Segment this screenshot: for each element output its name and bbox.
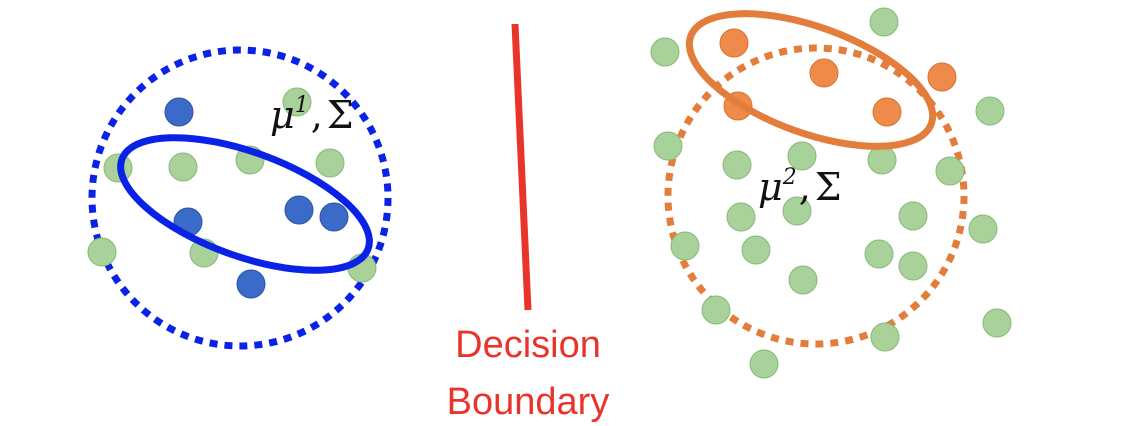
class-2-point <box>872 97 902 127</box>
mean-symbol: μ <box>270 93 295 137</box>
unlabeled-point <box>898 251 928 281</box>
mean-index: 2 <box>782 165 797 190</box>
unlabeled-point <box>722 150 752 180</box>
class-1-point <box>319 202 349 232</box>
covariance-symbol: Σ <box>815 165 842 209</box>
unlabeled-point <box>975 96 1005 126</box>
mean-index: 1 <box>295 93 309 118</box>
unlabeled-point <box>787 141 817 171</box>
unlabeled-point <box>867 145 897 175</box>
unlabeled-point <box>741 235 771 265</box>
unlabeled-point <box>282 87 312 117</box>
cluster-2-parameter-label: μ2, Σ <box>758 165 842 209</box>
decision-boundary: Decision Boundary <box>447 23 610 423</box>
class-1-point <box>236 269 266 299</box>
unlabeled-point <box>168 152 198 182</box>
unlabeled-point <box>653 131 683 161</box>
unlabeled-point <box>935 156 965 186</box>
unlabeled-point <box>788 265 818 295</box>
cluster-2-covariance-ellipse <box>685 10 937 150</box>
class-1-point <box>164 97 194 127</box>
unlabeled-point <box>870 322 900 352</box>
class-2-point <box>809 58 839 88</box>
class-1-point <box>284 195 314 225</box>
unlabeled-point <box>869 7 899 37</box>
unlabeled-point <box>749 349 779 379</box>
unlabeled-point <box>864 239 894 269</box>
unlabeled-point <box>968 214 998 244</box>
unlabeled-point <box>898 201 928 231</box>
cluster-1-covariance-ellipse <box>117 134 373 274</box>
cluster-2: μ2, Σ <box>650 7 1012 379</box>
unlabeled-point <box>315 148 345 178</box>
separator: , <box>799 165 811 209</box>
class-2-point <box>927 62 957 92</box>
unlabeled-point <box>670 231 700 261</box>
class-2-point <box>719 28 749 58</box>
mean-symbol: μ <box>758 165 783 209</box>
unlabeled-point <box>782 196 812 226</box>
decision-boundary-label-line-2: Boundary <box>447 381 610 423</box>
unlabeled-point <box>87 237 117 267</box>
cluster-1-parameter-label: μ1, Σ <box>270 93 354 137</box>
unlabeled-point <box>726 202 756 232</box>
separator: , <box>311 93 323 137</box>
decision-boundary-label-line-1: Decision <box>455 324 601 366</box>
cluster-1-boundary-circle <box>88 46 392 350</box>
covariance-symbol: Σ <box>327 93 354 137</box>
unlabeled-point <box>701 295 731 325</box>
decision-boundary-line <box>511 23 532 311</box>
unlabeled-point <box>650 37 680 67</box>
cluster-2-boundary-circle <box>664 44 968 348</box>
unlabeled-point <box>982 308 1012 338</box>
cluster-1: μ1, Σ <box>87 46 392 350</box>
